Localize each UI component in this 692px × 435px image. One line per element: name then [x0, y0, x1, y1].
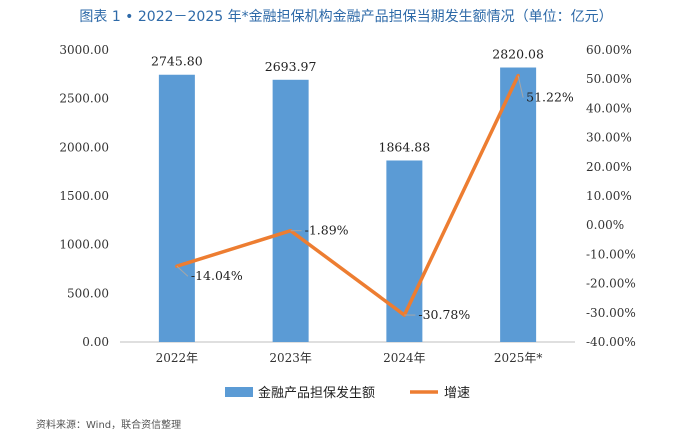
legend-label-line: 增速	[444, 386, 470, 401]
y-left-axis: 0.00 500.00 1000.00 1500.00 2000.00 2500.00 30…	[59, 43, 109, 349]
y-right-tick-label: 10.00%	[586, 189, 632, 203]
y-right-tick-label: -20.00%	[586, 277, 636, 291]
bar-value-label: 2745.80	[151, 54, 203, 69]
y-right-tick-label: -10.00%	[586, 247, 636, 261]
bar-value-label: 2693.97	[265, 59, 317, 74]
y-left-tick-label: 2500.00	[59, 92, 109, 106]
line-value-label: -14.04%	[191, 268, 243, 283]
growth-line	[175, 73, 520, 317]
x-tick-label: 2023年	[269, 351, 312, 365]
y-right-tick-label: 0.00%	[586, 218, 624, 232]
source-note: 资料来源：Wind，联合资信整理	[36, 420, 182, 431]
y-right-tick-label: 60.00%	[586, 43, 632, 57]
chart-title: 图表 1 • 2022－2025 年*金融担保机构金融产品担保当期发生额情况（单…	[79, 9, 613, 25]
line-value-label: -1.89%	[305, 223, 349, 238]
y-right-tick-label: -40.00%	[586, 335, 636, 349]
y-right-axis: -40.00% -30.00% -20.00% -10.00% 0.00% 10.00% 2…	[586, 43, 636, 349]
x-tick-label: 2024年	[383, 351, 426, 365]
line-series: -14.04% -1.89% -30.78% 51.22%	[175, 73, 574, 322]
y-left-tick-label: 1000.00	[59, 238, 109, 252]
legend-label-bar: 金融产品担保发生额	[258, 385, 375, 401]
bar	[272, 79, 309, 342]
y-left-tick-label: 1500.00	[59, 189, 109, 203]
y-right-tick-label: 20.00%	[586, 160, 632, 174]
x-tick-label: 2025年*	[494, 351, 543, 365]
legend-swatch-bar	[225, 387, 253, 397]
line-label-leader	[176, 265, 189, 277]
y-left-tick-label: 500.00	[67, 286, 109, 300]
y-right-tick-label: -30.00%	[586, 306, 636, 320]
y-right-tick-label: 40.00%	[586, 101, 632, 115]
bar-value-label: 1864.88	[379, 139, 431, 154]
x-tick-label: 2022年	[156, 351, 199, 365]
y-right-tick-label: 50.00%	[586, 72, 632, 86]
line-value-label: 51.22%	[526, 90, 574, 105]
line-value-label: -30.78%	[418, 307, 470, 322]
line-label-leader	[517, 75, 524, 98]
bar	[158, 74, 195, 343]
chart-legend: 金融产品担保发生额 增速	[225, 385, 470, 401]
bar-series: 2745.80 2693.97 1864.88 2820.08	[151, 47, 544, 343]
y-right-tick-label: 30.00%	[586, 131, 632, 145]
y-left-tick-label: 3000.00	[59, 43, 109, 57]
y-left-tick-label: 0.00	[82, 335, 109, 349]
bar	[500, 67, 537, 343]
bar-value-label: 2820.08	[492, 47, 544, 62]
y-left-tick-label: 2000.00	[59, 140, 109, 154]
x-axis-labels: 2022年 2023年 2024年 2025年*	[156, 351, 543, 365]
